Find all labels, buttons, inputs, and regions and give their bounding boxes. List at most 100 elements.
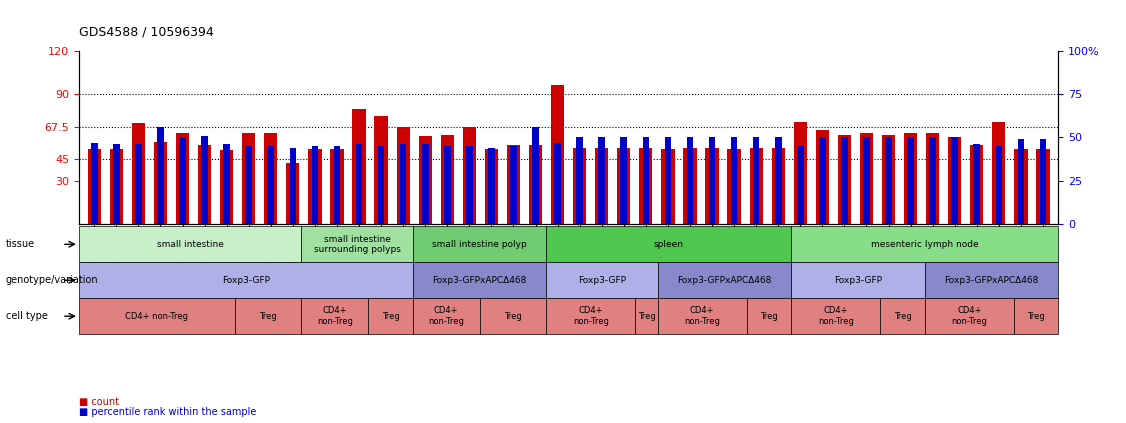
Bar <box>91 143 98 224</box>
Bar <box>687 137 694 224</box>
Bar <box>135 144 142 224</box>
Text: genotype/variation: genotype/variation <box>6 275 98 285</box>
Bar <box>265 133 277 224</box>
Text: Treg: Treg <box>504 312 521 321</box>
Bar <box>926 133 939 224</box>
Text: Foxp3-GFPxAPCΔ468: Foxp3-GFPxAPCΔ468 <box>945 276 1039 285</box>
Bar <box>198 145 212 224</box>
Bar <box>507 145 520 224</box>
Bar <box>971 145 983 224</box>
Bar <box>109 149 123 224</box>
Bar <box>202 136 208 224</box>
Bar <box>908 137 914 224</box>
Bar <box>268 146 274 224</box>
Text: Foxp3-GFP: Foxp3-GFP <box>834 276 882 285</box>
Bar <box>620 137 627 224</box>
Bar <box>598 137 605 224</box>
Text: Treg: Treg <box>637 312 655 321</box>
Text: GDS4588 / 10596394: GDS4588 / 10596394 <box>79 25 214 38</box>
Bar <box>485 149 498 224</box>
Text: small intestine polyp: small intestine polyp <box>432 240 527 249</box>
Text: CD4+
non-Treg: CD4+ non-Treg <box>428 307 464 326</box>
Bar <box>132 123 145 224</box>
Bar <box>309 149 322 224</box>
Bar <box>396 127 410 224</box>
Text: Foxp3-GFP: Foxp3-GFP <box>578 276 626 285</box>
Text: Treg: Treg <box>894 312 911 321</box>
Bar <box>775 137 781 224</box>
Bar <box>882 135 895 224</box>
Bar <box>794 121 807 224</box>
Bar <box>179 137 186 224</box>
Bar <box>1039 139 1046 224</box>
Bar <box>727 149 741 224</box>
Bar <box>488 148 494 224</box>
Bar <box>312 146 319 224</box>
Text: mesenteric lymph node: mesenteric lymph node <box>872 240 978 249</box>
Bar <box>352 109 366 224</box>
Text: CD4+
non-Treg: CD4+ non-Treg <box>573 307 609 326</box>
Bar <box>422 144 429 224</box>
Text: cell type: cell type <box>6 311 47 321</box>
Bar <box>551 85 564 224</box>
Bar <box>554 143 561 224</box>
Bar <box>577 137 583 224</box>
Bar <box>753 137 759 224</box>
Bar <box>951 137 958 224</box>
Bar <box>1015 149 1028 224</box>
Text: Foxp3-GFPxAPCΔ468: Foxp3-GFPxAPCΔ468 <box>678 276 771 285</box>
Bar <box>683 148 697 224</box>
Text: ■ percentile rank within the sample: ■ percentile rank within the sample <box>79 407 257 418</box>
Bar <box>356 144 363 224</box>
Bar <box>992 121 1006 224</box>
Bar <box>771 148 785 224</box>
Bar <box>929 137 936 224</box>
Bar <box>245 146 252 224</box>
Bar <box>223 144 230 224</box>
Bar <box>815 130 829 224</box>
Bar <box>995 146 1002 224</box>
Bar <box>113 144 119 224</box>
Bar <box>158 127 163 224</box>
Bar <box>860 133 873 224</box>
Bar <box>797 146 804 224</box>
Text: Treg: Treg <box>259 312 277 321</box>
Text: Treg: Treg <box>382 312 400 321</box>
Bar <box>750 148 762 224</box>
Text: CD4+
non-Treg: CD4+ non-Treg <box>951 307 988 326</box>
Bar <box>440 135 454 224</box>
Bar <box>220 151 233 224</box>
Text: small intestine
surrounding polyps: small intestine surrounding polyps <box>314 235 401 254</box>
Bar <box>533 127 539 224</box>
Bar <box>596 148 608 224</box>
Bar <box>643 137 650 224</box>
Text: CD4+
non-Treg: CD4+ non-Treg <box>817 307 854 326</box>
Bar <box>419 136 432 224</box>
Bar <box>948 137 962 224</box>
Bar <box>1036 149 1049 224</box>
Bar <box>864 137 869 224</box>
Bar <box>529 145 542 224</box>
Bar <box>838 135 851 224</box>
Bar <box>286 164 300 224</box>
Bar <box>154 142 167 224</box>
Bar <box>289 148 296 224</box>
Text: Foxp3-GFPxAPCΔ468: Foxp3-GFPxAPCΔ468 <box>432 276 527 285</box>
Bar <box>375 116 387 224</box>
Text: CD4+ non-Treg: CD4+ non-Treg <box>125 312 188 321</box>
Bar <box>242 133 256 224</box>
Bar <box>400 144 406 224</box>
Text: Treg: Treg <box>760 312 778 321</box>
Bar <box>904 133 918 224</box>
Text: Foxp3-GFP: Foxp3-GFP <box>222 276 270 285</box>
Bar <box>573 148 587 224</box>
Bar <box>1018 139 1025 224</box>
Bar <box>463 127 476 224</box>
Bar <box>640 148 652 224</box>
Text: tissue: tissue <box>6 239 35 249</box>
Text: Treg: Treg <box>1027 312 1045 321</box>
Bar <box>510 146 517 224</box>
Bar <box>330 149 343 224</box>
Bar <box>466 146 473 224</box>
Bar <box>731 137 738 224</box>
